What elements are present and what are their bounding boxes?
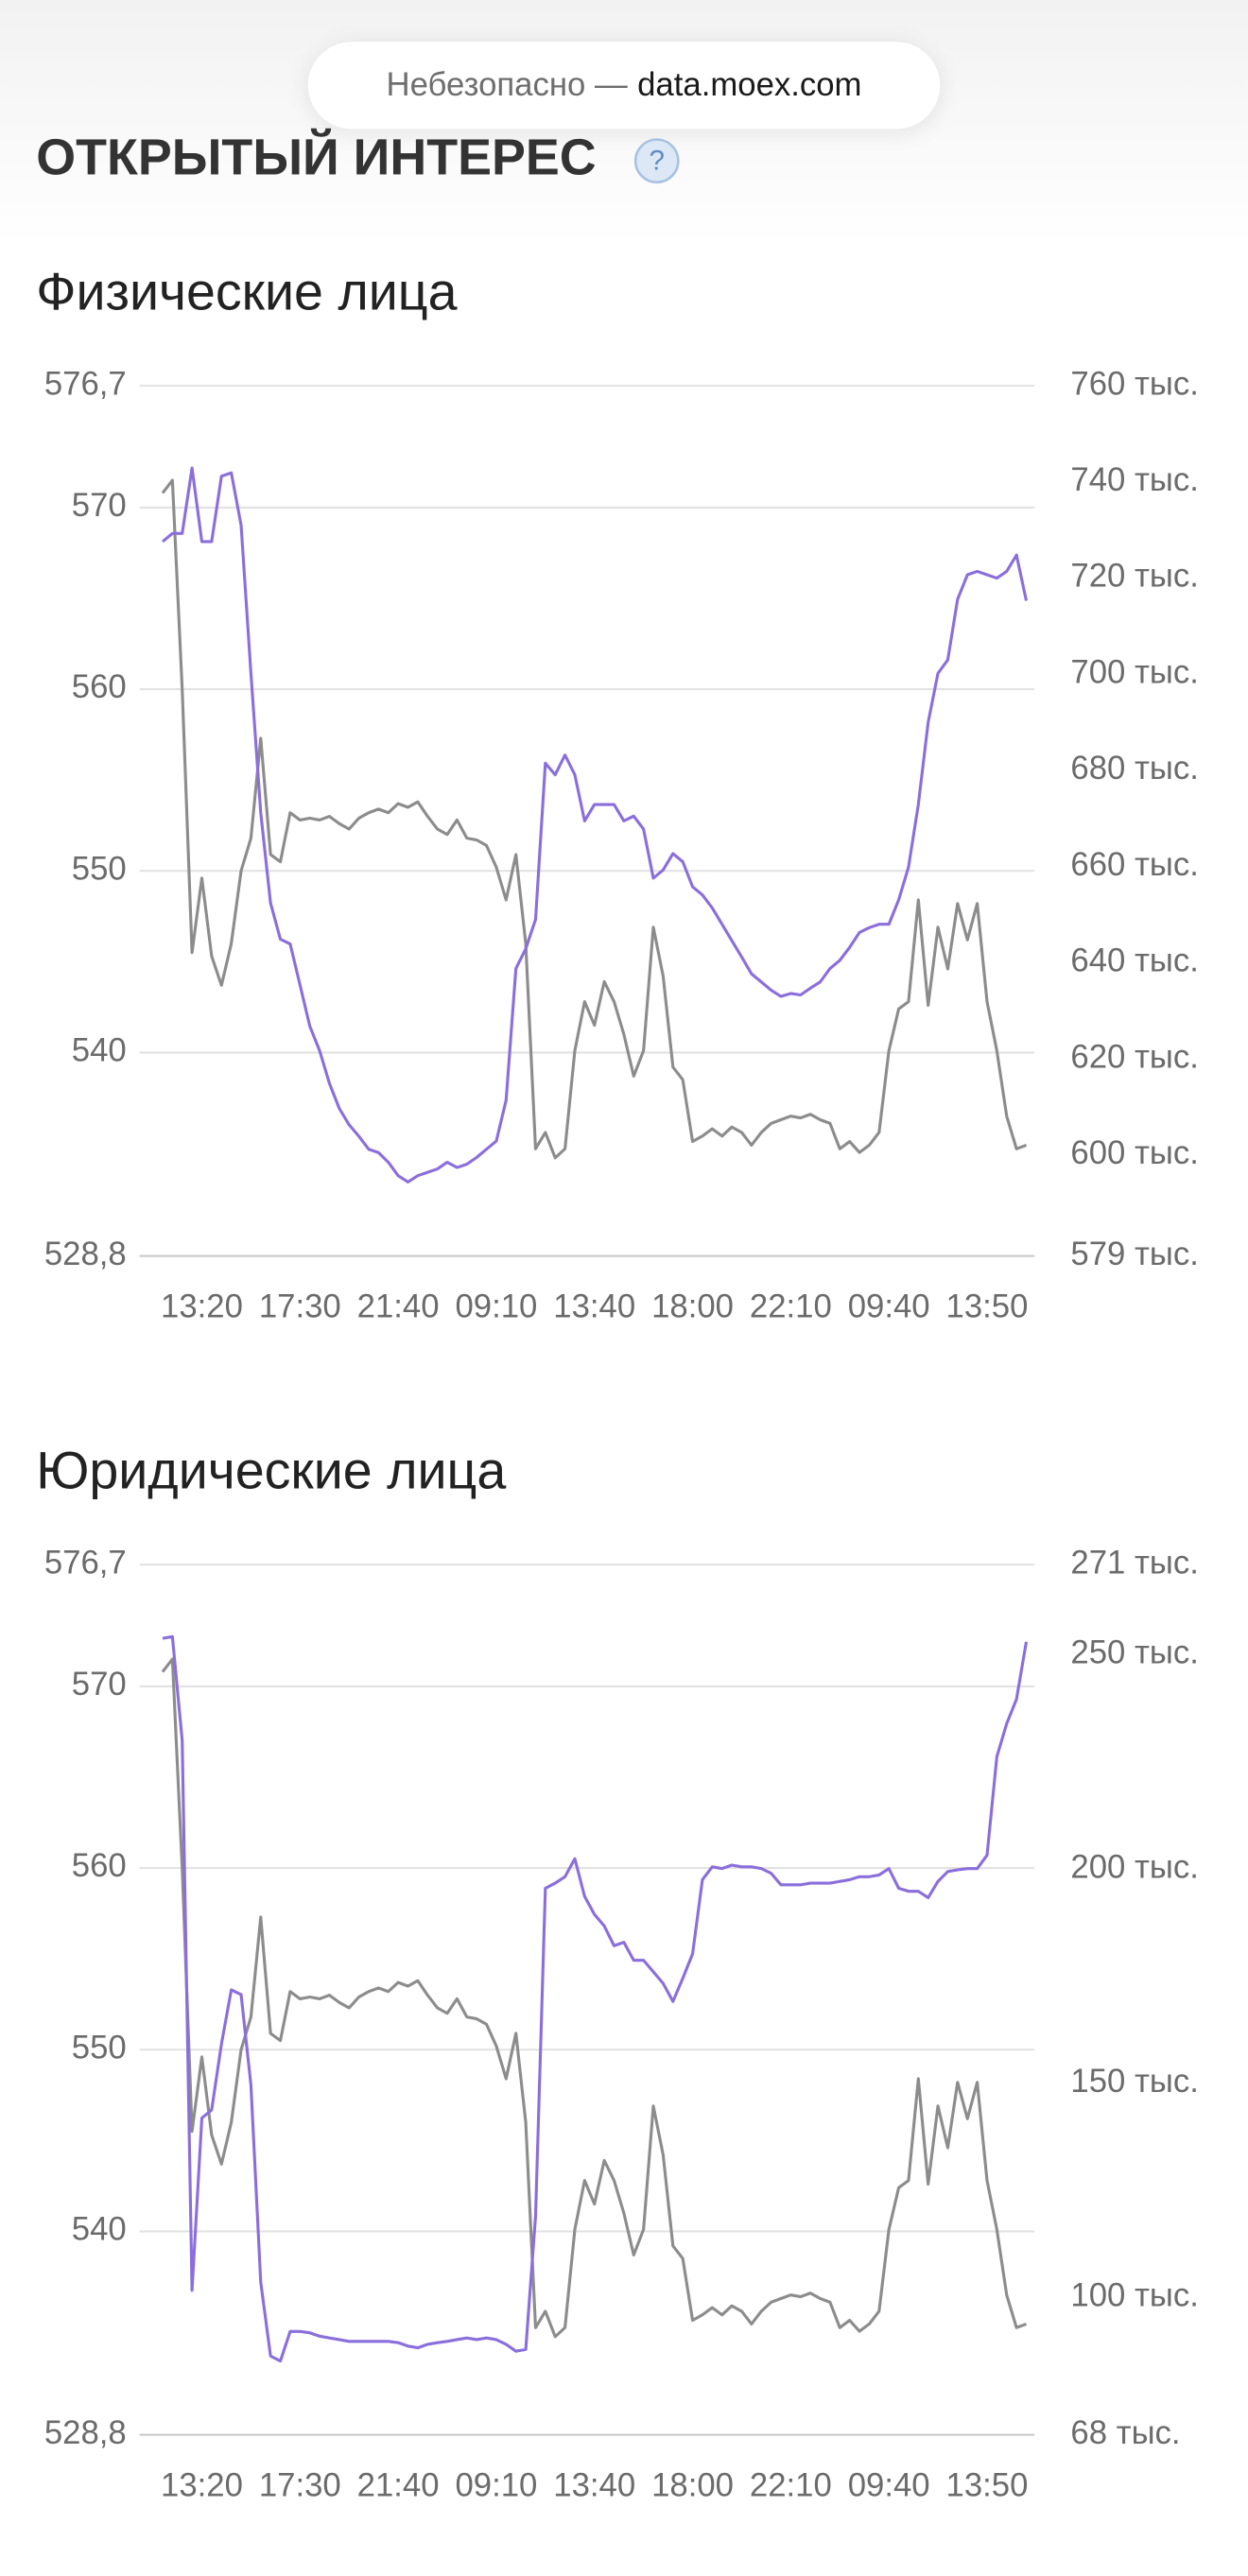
y2-tick-label: 579 тыс.: [1070, 1236, 1198, 1272]
x-tick-label: 13:40: [553, 1288, 635, 1324]
chart-title: Физические лица: [36, 262, 457, 320]
address-prefix: Небезопасно —: [387, 67, 628, 103]
page-title: ОТКРЫТЫЙ ИНТЕРЕС: [36, 128, 596, 185]
y-tick-label: 576,7: [44, 366, 127, 402]
x-tick-label: 18:00: [651, 1288, 734, 1324]
x-tick-label: 22:10: [750, 2467, 832, 2503]
y-tick-label: 540: [72, 2212, 127, 2248]
y2-tick-label: 660 тыс.: [1070, 847, 1198, 883]
x-tick-label: 17:30: [259, 1288, 341, 1324]
y2-tick-label: 250 тыс.: [1070, 1635, 1198, 1671]
series-line: [161, 466, 1029, 1184]
y2-tick-label: 700 тыс.: [1070, 654, 1198, 690]
help-button[interactable]: [633, 138, 680, 184]
y2-tick-label: 720 тыс.: [1070, 559, 1198, 595]
x-tick-label: 17:30: [259, 2467, 341, 2503]
y2-tick-label: 600 тыс.: [1070, 1135, 1198, 1171]
y-tick-label: 570: [72, 1667, 127, 1703]
y-tick-label: 550: [72, 2030, 127, 2066]
y-tick-label: 528,8: [44, 2415, 127, 2451]
x-tick-label: 13:20: [161, 1288, 243, 1324]
y-tick-label: 550: [72, 851, 127, 887]
y-tick-label: 576,7: [44, 1545, 127, 1581]
x-tick-label: 22:10: [750, 1288, 832, 1324]
y2-tick-label: 640 тыс.: [1070, 943, 1198, 979]
series-line: [161, 1657, 1028, 2339]
address-host: data.moex.com: [637, 67, 861, 103]
address-text: Небезопасно — data.moex.com: [387, 67, 862, 103]
x-tick-label: 18:00: [651, 2467, 734, 2503]
series-line: [161, 478, 1028, 1160]
x-tick-label: 13:20: [161, 2467, 243, 2503]
y2-tick-label: 740 тыс.: [1070, 462, 1198, 498]
y2-tick-label: 271 тыс.: [1070, 1545, 1198, 1581]
x-tick-label: 09:40: [848, 1288, 930, 1324]
y2-tick-label: 200 тыс.: [1070, 1849, 1198, 1885]
help-icon: ?: [650, 146, 665, 177]
x-tick-label: 09:40: [848, 2467, 930, 2503]
y2-tick-label: 100 тыс.: [1070, 2278, 1198, 2314]
y2-tick-label: 620 тыс.: [1070, 1039, 1198, 1075]
y2-tick-label: 150 тыс.: [1070, 2064, 1198, 2100]
x-tick-label: 09:10: [455, 1288, 537, 1324]
y-tick-label: 540: [72, 1033, 127, 1069]
x-tick-label: 21:40: [357, 1288, 440, 1324]
y2-tick-label: 68 тыс.: [1070, 2415, 1180, 2451]
y-tick-label: 560: [72, 669, 127, 705]
address-bar[interactable]: [305, 40, 943, 131]
y-tick-label: 528,8: [44, 1236, 127, 1272]
y2-tick-label: 680 тыс.: [1070, 751, 1198, 787]
x-tick-label: 09:10: [455, 2467, 537, 2503]
x-tick-label: 21:40: [357, 2467, 440, 2503]
x-tick-label: 13:50: [946, 1288, 1029, 1324]
series-line: [162, 1634, 1029, 2363]
chart-title: Юридические лица: [36, 1441, 506, 1499]
x-tick-label: 13:40: [553, 2467, 635, 2503]
x-tick-label: 13:50: [946, 2467, 1029, 2503]
y-tick-label: 570: [72, 488, 127, 524]
y-tick-label: 560: [72, 1848, 127, 1884]
y2-tick-label: 760 тыс.: [1070, 366, 1198, 402]
